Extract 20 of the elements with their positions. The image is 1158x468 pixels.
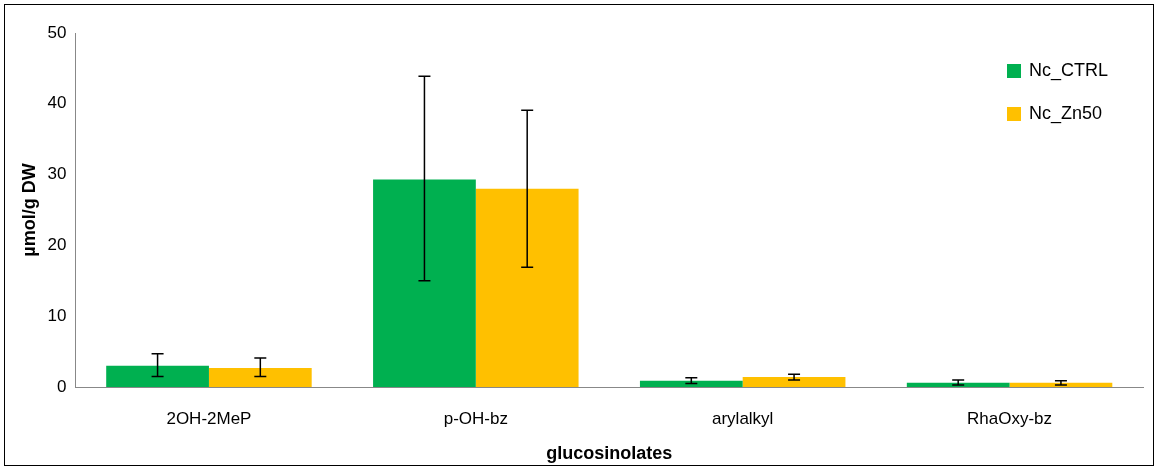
x-axis-title: glucosinolates <box>546 443 673 464</box>
y-tick-label: 20 <box>47 235 67 255</box>
y-tick-label: 40 <box>47 93 67 113</box>
bar <box>639 380 743 387</box>
y-tick-label: 10 <box>47 305 67 325</box>
bar <box>208 367 312 387</box>
y-tick-label: 0 <box>57 376 67 396</box>
bar <box>742 377 846 387</box>
bar <box>373 179 476 387</box>
y-tick-label: 50 <box>47 22 67 42</box>
y-axis-title: µmol/g DW <box>18 163 39 257</box>
legend-label: Nc_Zn50 <box>1028 103 1103 124</box>
legend-label: Nc_CTRL <box>1028 60 1108 81</box>
y-tick-label: 30 <box>47 164 67 184</box>
x-tick-label: arylalkyl <box>711 408 774 428</box>
x-tick-label: p-OH-bz <box>443 408 508 428</box>
bar <box>106 365 209 387</box>
x-tick-label: RhaOxy-bz <box>967 408 1053 428</box>
x-tick-label: 2OH-2MeP <box>166 408 252 428</box>
bar <box>475 188 579 387</box>
